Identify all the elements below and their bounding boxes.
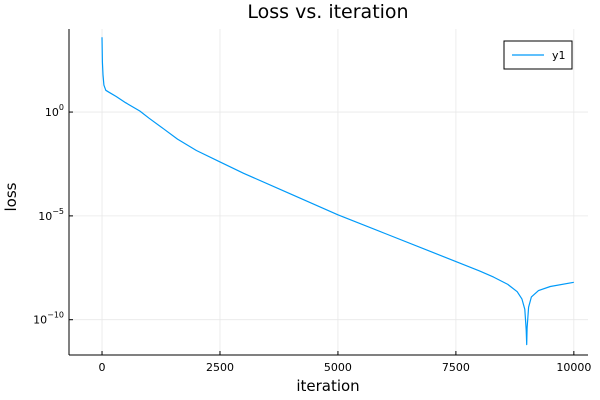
y-tick-label-0: 100 [45,103,64,119]
legend-label-y1: y1 [552,49,566,62]
axes [68,29,588,356]
tick-labels: 0 2500 5000 7500 10000 100 10−5 10−10 [33,103,591,374]
y-tick-label-2: 10−10 [33,311,64,327]
chart-title: Loss vs. iteration [247,1,408,23]
x-axis-label: iteration [296,377,359,395]
x-tick-label-3: 7500 [442,361,470,374]
legend: y1 [503,40,573,70]
series-group [101,37,574,346]
x-tick-label-1: 2500 [206,361,234,374]
grid-lines [69,29,588,355]
x-tick-label-0: 0 [99,361,106,374]
series-line-y1 [101,37,574,346]
y-tick-label-1: 10−5 [38,207,64,223]
x-tick-label-4: 10000 [556,361,591,374]
x-tick-label-2: 5000 [324,361,352,374]
y-axis-label: loss [2,182,20,211]
